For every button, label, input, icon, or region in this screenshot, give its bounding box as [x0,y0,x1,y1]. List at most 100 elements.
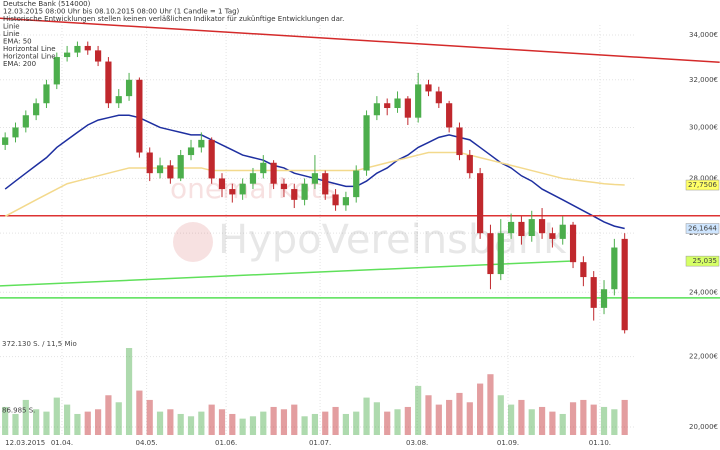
volume-bar [456,392,463,435]
x-tick-label: 01.06. [215,439,237,447]
y-tick-label: 22,000€ [689,353,718,361]
candle-body [435,91,442,104]
candle-body [508,221,515,234]
volume-bar [353,411,360,435]
chart-subtitle: 12.03.2015 08:00 Uhr bis 08.10.2015 08:0… [3,8,240,16]
candle-body [611,247,618,290]
candle-body [322,173,329,195]
candle-body [291,189,298,200]
volume-bar [611,409,618,435]
volume-bar [497,395,504,435]
volume-bar [74,413,81,435]
candle-body [125,79,133,97]
volume-bar [94,409,102,435]
volume-bar [136,390,143,435]
volume-bar [12,413,19,435]
volume-bar [105,395,112,435]
watermark-logo [173,222,213,262]
candle-body [384,103,391,109]
candle-body [53,57,60,85]
volume-bar [64,404,71,435]
candle-body [311,173,319,184]
volume-bar [322,411,329,435]
candle-body [2,137,9,145]
candle-body [94,50,102,62]
volume-bar [239,418,246,435]
x-tick-label: 01.07. [309,439,331,447]
volume-bar [394,409,401,435]
disclaimer: Historische Entwicklungen stellen keinen… [3,15,344,23]
volume-bar [22,399,29,435]
candle-body [33,103,40,116]
candle-body [74,45,81,53]
volume-bar [373,402,380,435]
candles [2,41,628,334]
legend-entry: Linie [3,30,20,38]
volume-bar [2,406,9,435]
overlays [0,17,720,299]
candle-body [249,173,257,184]
volume-bar [415,385,422,435]
candle-body [270,162,277,184]
candle-body [353,170,360,198]
volume-bar [528,409,535,435]
candle-body [332,194,339,206]
candle-body [394,98,401,109]
candle-body [590,277,597,308]
volume-bar [115,402,122,435]
candle-body [549,233,556,239]
candle-body [477,173,484,234]
candle-body [569,224,577,263]
volume-bar [621,399,628,435]
candle-body [84,45,91,51]
price-label: 26,1644 [688,225,717,233]
candle-body [64,52,71,58]
volume-bar [177,413,184,435]
volume-bar [569,402,577,435]
volume-bar [125,348,133,435]
volume-bar [156,411,164,435]
volume-bar [53,397,60,435]
candle-body [466,155,473,174]
volume-bar [518,399,525,435]
price-label-box [685,223,720,234]
volume-bar [487,374,494,435]
volume-bar [280,409,288,435]
volume-bar [43,411,50,435]
volume-bar [590,404,597,435]
candle-body [43,84,50,104]
candle-body [12,127,19,138]
candle-body [363,115,370,171]
candle-body [22,115,29,128]
volume-bar [187,416,195,435]
y-tick-label: 20,000€ [689,423,718,431]
candle-body [415,84,422,118]
candle-body [404,98,411,118]
volume-bar [342,413,349,435]
x-tick-label: 01.10. [589,439,611,447]
trend-line [0,260,570,287]
candle-body [208,139,215,179]
candle-body [487,233,494,275]
candle-body [198,139,205,148]
volume-bar [167,409,174,435]
volume-bar [425,395,432,435]
legend-entry: Horizontal Line [3,45,56,53]
candle-body [580,262,587,278]
candle-body [538,219,546,234]
x-tick-label: 03.08. [406,439,428,447]
volume-bar [332,406,339,435]
volume-bar [363,397,370,435]
volume-bar [549,411,556,435]
volume-bar [384,411,391,435]
volume-bar [229,413,236,435]
labels: 34,000€32,000€30,000€28,000€26,000€24,00… [2,31,720,447]
x-tick-label: 01.09. [497,439,519,447]
candle-body [156,165,164,174]
y-tick-label: 30,000€ [689,123,718,131]
volume-bar [311,413,319,435]
volume-bar [580,399,587,435]
y-tick-label: 24,000€ [689,288,718,296]
